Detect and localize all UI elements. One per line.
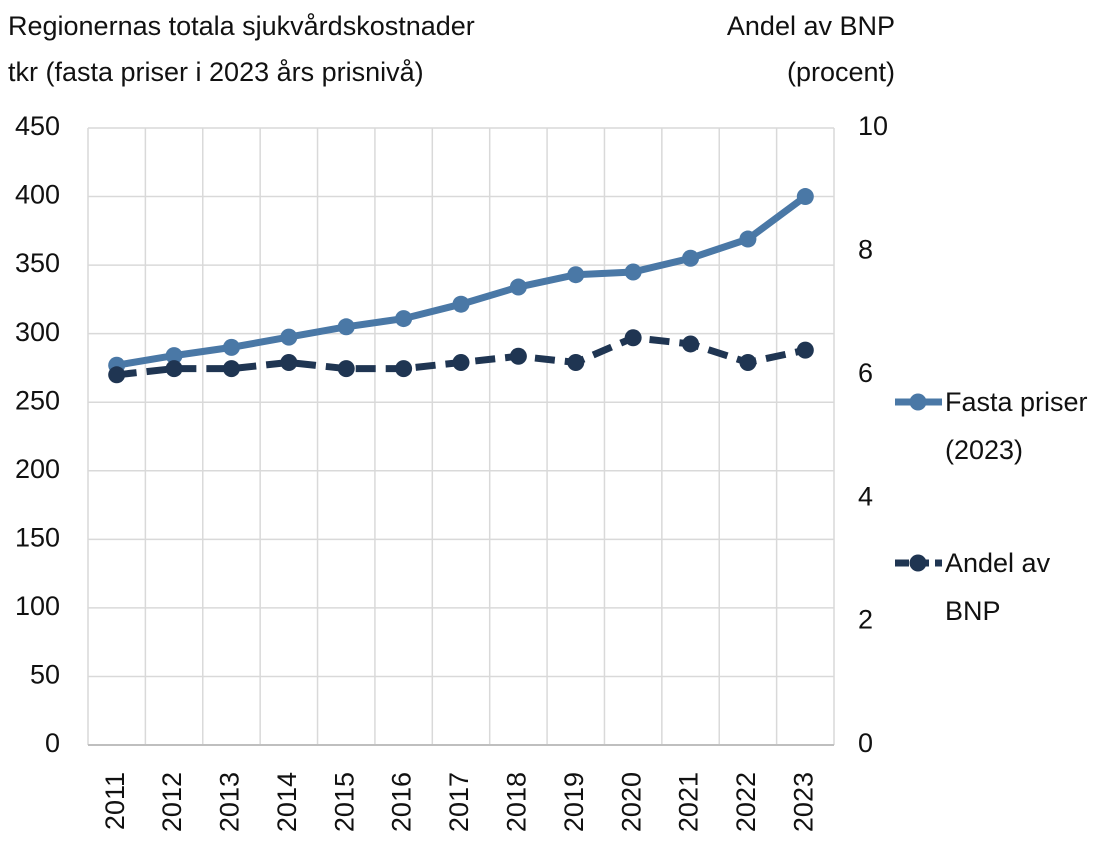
- x-tick-label: 2016: [387, 772, 417, 832]
- y-tick-label: 50: [30, 660, 60, 690]
- x-tick-label: 2018: [502, 772, 532, 832]
- y2-axis-title: (procent): [787, 57, 895, 87]
- y2-tick-label: 2: [858, 605, 873, 635]
- y-tick-label: 150: [15, 522, 60, 552]
- y-tick-label: 100: [15, 591, 60, 621]
- x-tick-label: 2017: [444, 772, 474, 832]
- x-tick-label: 2013: [215, 772, 245, 832]
- marker: [796, 188, 814, 206]
- marker: [395, 310, 413, 328]
- y-axis-title: Regionernas totala sjukvårdskostnader: [8, 11, 475, 41]
- marker: [395, 360, 413, 378]
- x-tick-label: 2021: [674, 772, 704, 832]
- marker: [108, 366, 126, 384]
- marker: [682, 335, 700, 353]
- x-tick-label: 2012: [157, 772, 187, 832]
- x-tick-label: 2019: [559, 772, 589, 832]
- y2-axis-title: Andel av BNP: [727, 11, 895, 41]
- y-tick-label: 400: [15, 180, 60, 210]
- marker: [165, 347, 183, 365]
- marker: [337, 318, 355, 336]
- marker: [222, 338, 240, 356]
- marker: [567, 266, 585, 284]
- marker: [739, 353, 757, 371]
- y-tick-label: 350: [15, 248, 60, 278]
- x-tick-label: 2014: [272, 772, 302, 832]
- legend-marker: [909, 554, 927, 572]
- y2-tick-label: 4: [858, 481, 873, 511]
- marker: [567, 353, 585, 371]
- marker: [509, 347, 527, 365]
- y2-tick-label: 6: [858, 358, 873, 388]
- marker: [280, 328, 298, 346]
- y-tick-label: 300: [15, 317, 60, 347]
- x-tick-label: 2011: [100, 772, 130, 830]
- marker: [222, 360, 240, 378]
- marker: [165, 360, 183, 378]
- marker: [739, 230, 757, 248]
- series-line: [116, 193, 808, 369]
- marker: [337, 360, 355, 378]
- marker: [452, 353, 470, 371]
- marker: [452, 295, 470, 313]
- y-tick-label: 200: [15, 454, 60, 484]
- y2-tick-label: 0: [858, 728, 873, 758]
- y2-tick-label: 10: [858, 111, 888, 141]
- marker: [796, 341, 814, 359]
- marker: [624, 329, 642, 347]
- marker: [624, 263, 642, 281]
- x-tick-label: 2015: [329, 772, 359, 832]
- marker: [280, 353, 298, 371]
- legend-label: Fasta priser (2023): [945, 387, 1088, 465]
- x-tick-label: 2023: [788, 772, 818, 832]
- y-tick-label: 250: [15, 385, 60, 415]
- y-tick-label: 450: [15, 111, 60, 141]
- x-tick-label: 2020: [616, 772, 646, 832]
- y-tick-label: 0: [45, 728, 60, 758]
- y2-tick-label: 8: [858, 235, 873, 265]
- x-tick-label: 2022: [731, 772, 761, 832]
- marker: [509, 278, 527, 296]
- marker: [682, 249, 700, 267]
- legend-marker: [909, 393, 927, 411]
- y-axis-title: tkr (fasta priser i 2023 års prisnivå): [8, 57, 424, 87]
- legend-label: Andel av BNP: [945, 548, 1051, 626]
